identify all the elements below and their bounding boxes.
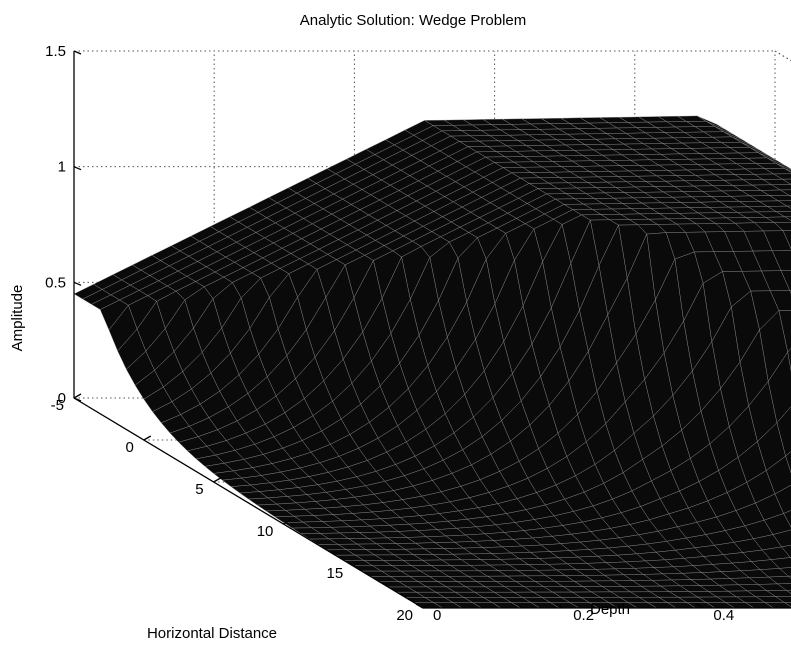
z-tick-mark: [73, 281, 82, 286]
x-tick-mark: [283, 519, 291, 525]
y-tick-label: 0.4: [713, 607, 734, 624]
z-tick-label: 1.5: [45, 43, 66, 60]
x-axis-label: Horizontal Distance: [147, 625, 277, 642]
x-tick-mark: [352, 561, 361, 567]
x-tick-label: -5: [51, 397, 64, 414]
surface-mesh: [73, 115, 791, 609]
x-axis-line: [73, 397, 424, 609]
x-tick-mark: [73, 393, 82, 399]
x-tick-label: 5: [195, 481, 203, 498]
z-axis-ticks: 0 0.5 1 1.5: [45, 43, 82, 407]
y-tick-mark: [696, 603, 704, 609]
z-tick-label: 0.5: [45, 274, 66, 291]
z-tick-mark: [73, 397, 82, 402]
z-tick-label: 1: [58, 159, 66, 176]
x-tick-label: 15: [327, 565, 344, 582]
y-tick-mark: [555, 603, 564, 609]
chart-title: Analytic Solution: Wedge Problem: [300, 12, 527, 29]
y-tick-label: 0: [433, 607, 441, 624]
z-axis-label: Amplitude: [9, 285, 26, 352]
x-tick-mark: [213, 477, 221, 483]
y-tick-mark: [415, 603, 424, 609]
y-axis-label: Depth: [590, 601, 630, 618]
y-tick-label: 0.2: [573, 607, 594, 624]
surface-patch: [785, 451, 791, 474]
z-tick-mark: [73, 50, 82, 55]
axes: [73, 51, 791, 609]
z-tick-mark: [73, 166, 82, 171]
x-tick-label: 20: [396, 607, 413, 624]
z-tick-label: 0: [58, 390, 66, 407]
x-tick-label: 0: [125, 439, 133, 456]
x-tick-mark: [422, 603, 431, 609]
y-axis-ticks: 00.20.40.60.81: [415, 603, 734, 624]
x-tick-mark: [143, 435, 152, 441]
x-tick-label: 10: [257, 523, 274, 540]
